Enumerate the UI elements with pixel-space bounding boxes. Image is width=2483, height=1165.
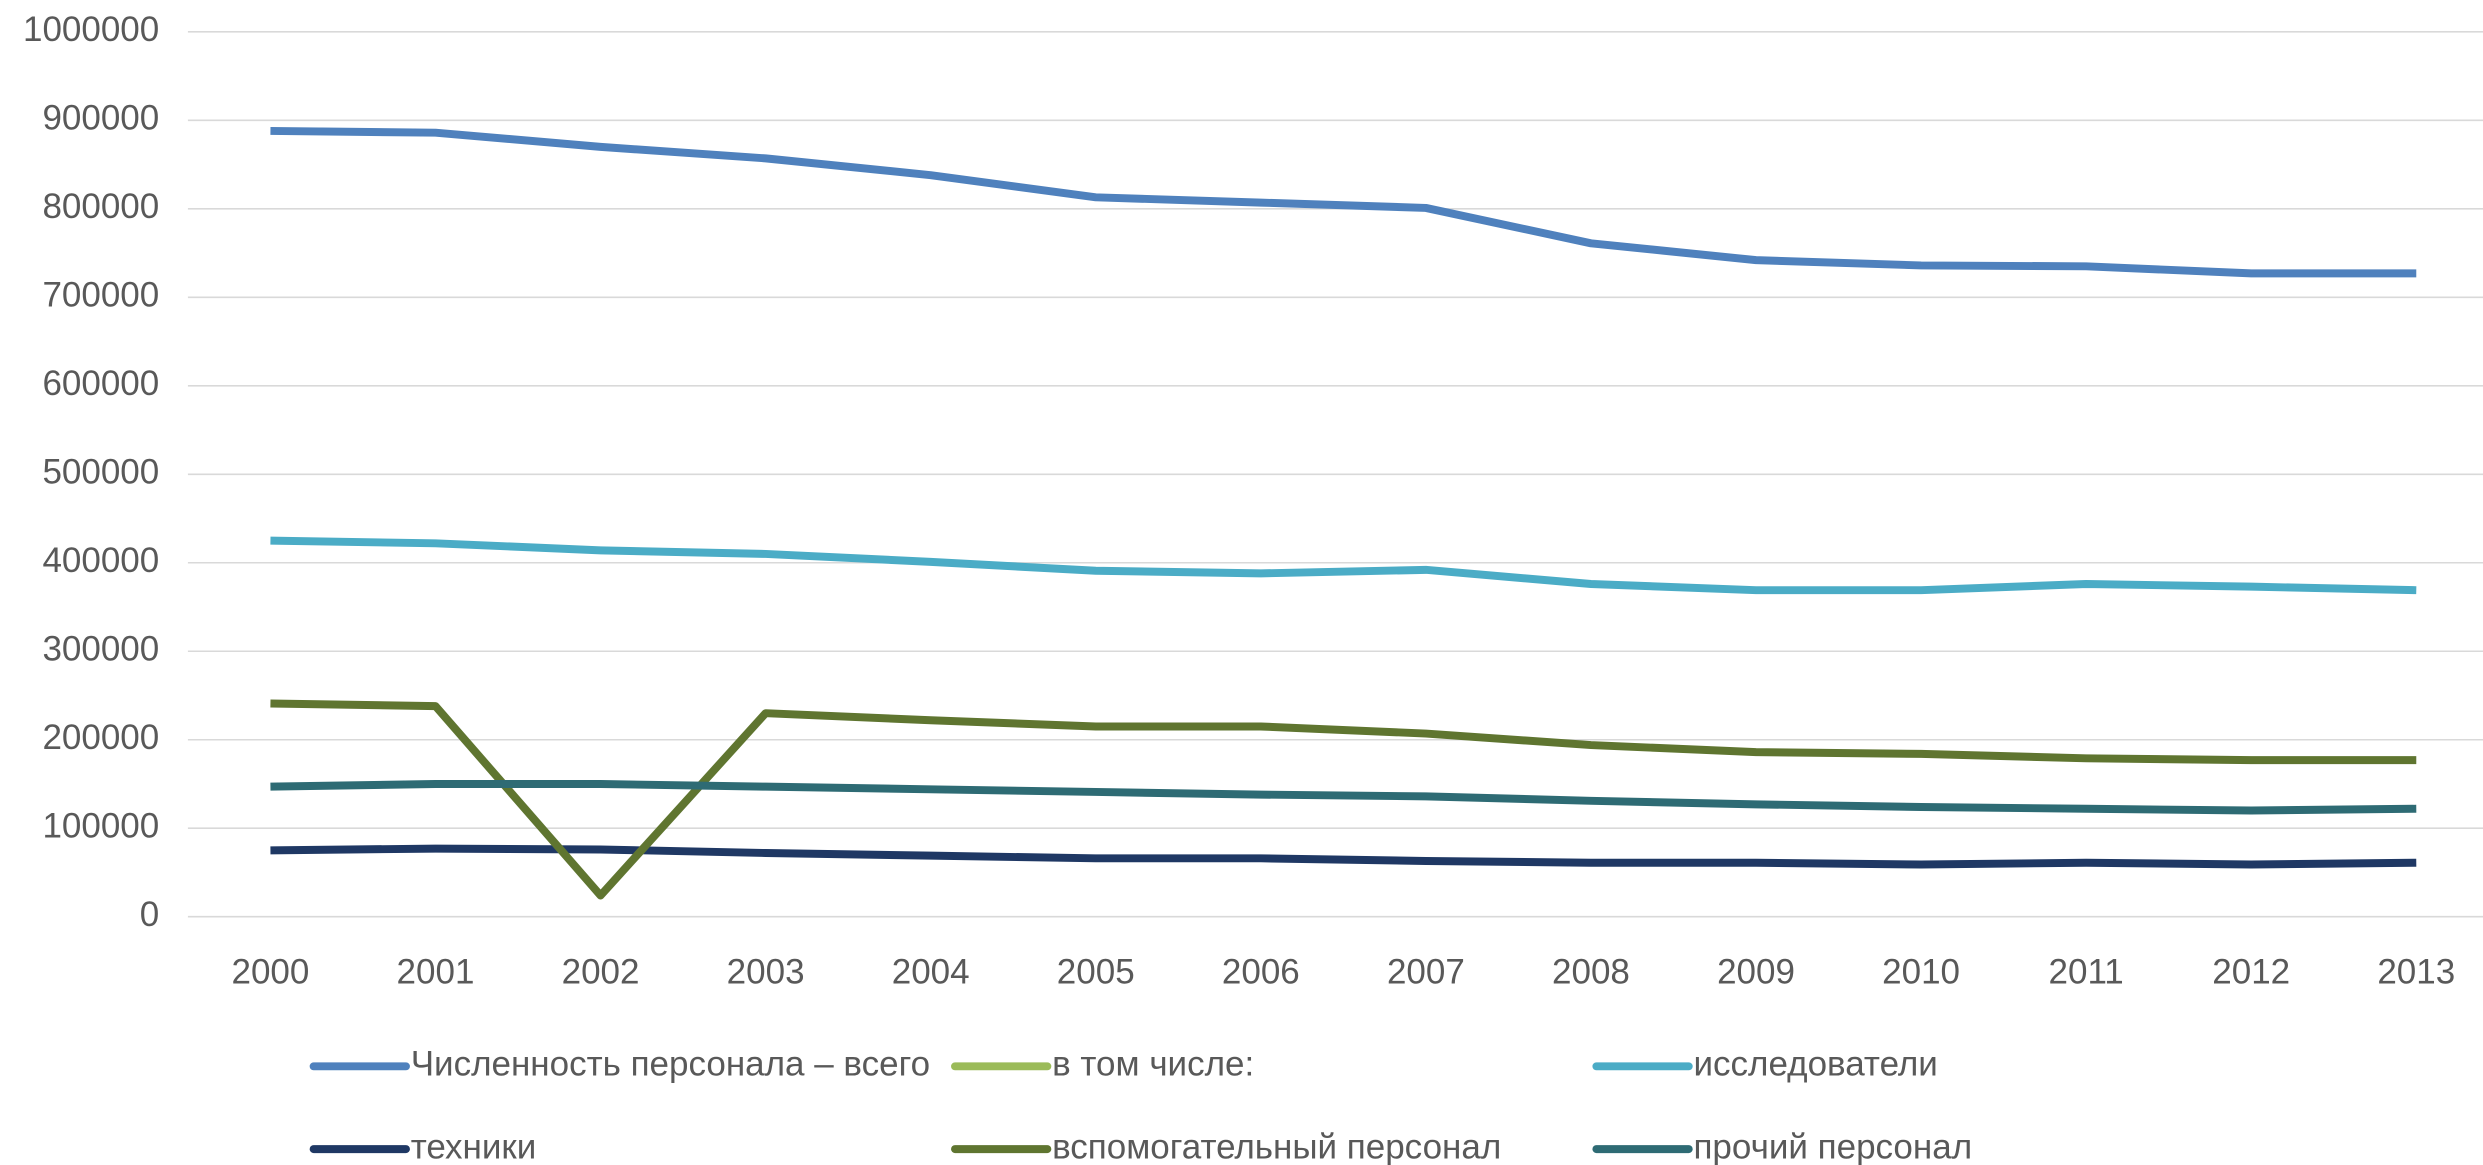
y-tick-label: 900000 (42, 99, 159, 138)
x-tick-label: 2010 (1882, 952, 1960, 991)
y-tick-label: 100000 (42, 806, 159, 845)
y-tick-label: 700000 (42, 276, 159, 315)
y-tick-label: 800000 (42, 187, 159, 226)
series-line (270, 780, 2417, 815)
x-tick-label: 2004 (892, 952, 970, 991)
x-tick-label: 2003 (727, 952, 805, 991)
y-tick-label: 0 (140, 895, 159, 934)
legend-label: в том числе: (1052, 1045, 1254, 1084)
y-tick-label: 500000 (42, 453, 159, 492)
series-line (270, 699, 2417, 900)
legend-label: техники (411, 1127, 537, 1165)
series-line (270, 126, 2417, 278)
y-tick-label: 1000000 (23, 10, 159, 49)
legend-label: прочий персонал (1693, 1127, 1972, 1165)
y-tick-label: 200000 (42, 718, 159, 757)
x-tick-label: 2008 (1552, 952, 1630, 991)
x-tick-label: 2000 (232, 952, 310, 991)
x-tick-label: 2013 (2377, 952, 2455, 991)
series-line (270, 844, 2417, 869)
x-tick-label: 2006 (1222, 952, 1300, 991)
x-tick-label: 2005 (1057, 952, 1135, 991)
x-tick-label: 2002 (562, 952, 640, 991)
y-tick-label: 600000 (42, 364, 159, 403)
x-tick-label: 2007 (1387, 952, 1465, 991)
y-tick-label: 400000 (42, 541, 159, 580)
x-tick-label: 2012 (2212, 952, 2290, 991)
legend-label: Численность персонала – всего (411, 1045, 930, 1084)
x-tick-label: 2001 (397, 952, 475, 991)
legend-label: исследователи (1693, 1045, 1937, 1084)
series-line (270, 536, 2417, 595)
x-tick-label: 2009 (1717, 952, 1795, 991)
y-tick-label: 300000 (42, 630, 159, 669)
legend-label: вспомогательный персонал (1052, 1127, 1501, 1165)
x-tick-label: 2011 (2049, 952, 2124, 991)
